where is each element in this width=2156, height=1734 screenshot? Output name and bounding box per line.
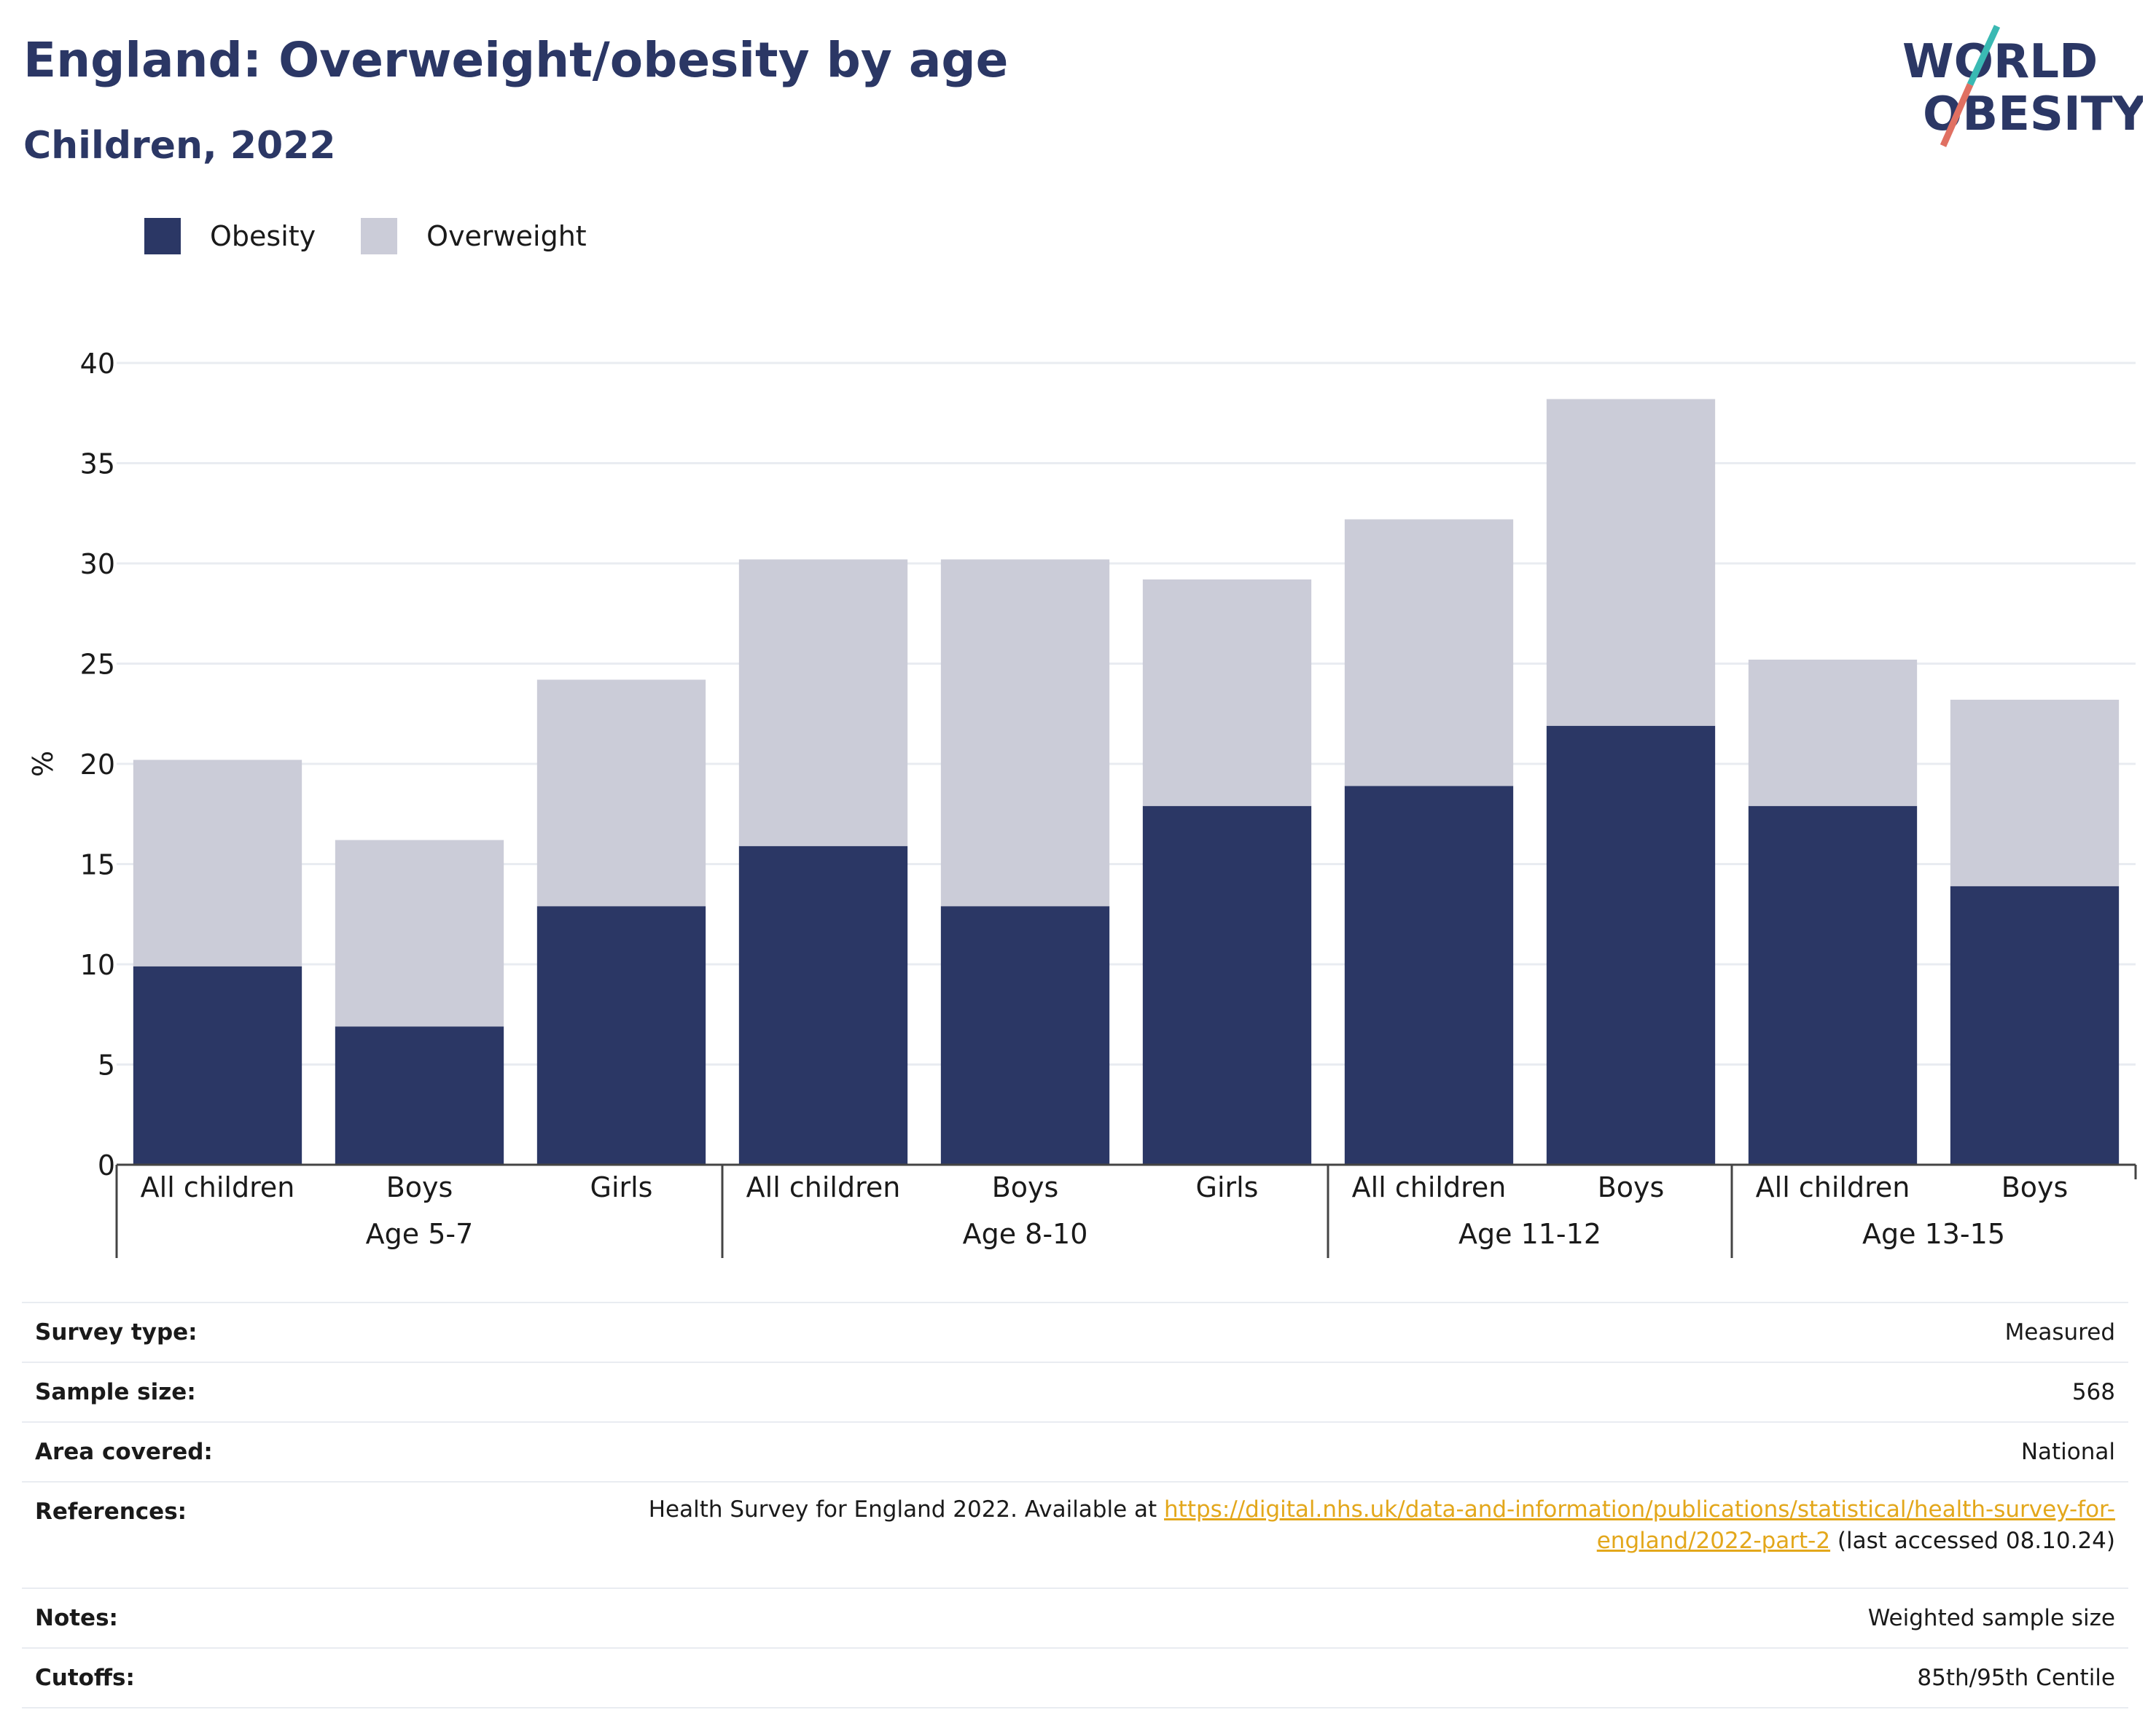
info-value-references: Health Survey for England 2022. Availabl… — [340, 1481, 2128, 1588]
info-label: Survey type: — [22, 1302, 340, 1362]
world-obesity-logo: WORLD OBESITY — [1902, 25, 2143, 147]
x-group-label: Age 13-15 — [1862, 1218, 2005, 1250]
x-group-label: Age 5-7 — [366, 1218, 474, 1250]
bar-obesity — [1748, 805, 1918, 1165]
info-value: National — [340, 1421, 2128, 1482]
stacked-bar-chart: 0 5 10 15 20 25 30 35 40% All children Boys Girls Al… — [27, 348, 2137, 1258]
x-tick-label: All children — [1352, 1171, 1507, 1203]
bar-overweight — [1142, 579, 1312, 806]
bar-overweight — [1546, 399, 1716, 726]
info-row-area-covered: Area covered: National — [22, 1421, 2128, 1482]
chart-title: England: Overweight/obesity by age — [23, 32, 1009, 88]
reference-link-part-2[interactable]: england/2022-part-2 — [1596, 1528, 1831, 1554]
x-tick-label: Boys — [992, 1171, 1059, 1203]
y-tick-label: 30 — [80, 548, 115, 580]
bar-overweight — [1344, 519, 1514, 786]
bar-obesity — [1142, 805, 1312, 1165]
chart-subtitle: Children, 2022 — [23, 124, 336, 168]
x-tick-label: Girls — [1196, 1171, 1259, 1203]
y-tick-label: 25 — [80, 649, 115, 681]
info-label: Sample size: — [22, 1362, 340, 1422]
y-tick-label: 20 — [80, 749, 115, 781]
reference-text: Health Survey for England 2022. Availabl… — [648, 1496, 1165, 1523]
info-value: Weighted sample size — [340, 1587, 2128, 1648]
reference-accessed-text: (last accessed 08.10.24) — [1830, 1528, 2115, 1554]
y-axis-label: % — [27, 751, 59, 777]
bar-overweight — [940, 559, 1110, 907]
y-tick-label: 10 — [80, 949, 115, 981]
legend-label-obesity: Obesity — [210, 220, 316, 252]
legend-item-obesity: Obesity — [144, 218, 316, 254]
bar-obesity — [738, 845, 908, 1165]
info-row-sample-size: Sample size: 568 — [22, 1362, 2128, 1422]
bar-overweight — [536, 679, 706, 907]
x-group-label: Age 8-10 — [963, 1218, 1088, 1250]
info-row-notes: Notes: Weighted sample size — [22, 1587, 2128, 1648]
x-tick-label: Girls — [590, 1171, 653, 1203]
info-value: Measured — [340, 1302, 2128, 1362]
bar-obesity — [1950, 886, 2120, 1165]
bar-obesity — [536, 906, 706, 1165]
info-row-survey-type: Survey type: Measured — [22, 1302, 2128, 1362]
bar-overweight — [335, 840, 504, 1027]
x-tick-label: All children — [141, 1171, 295, 1203]
bar-overweight — [1950, 700, 2120, 886]
reference-link-part-1[interactable]: https://digital.nhs.uk/data-and-informat… — [1164, 1496, 2115, 1523]
y-tick-label: 15 — [80, 849, 115, 881]
bar-obesity — [1546, 725, 1716, 1165]
y-tick-label: 35 — [80, 448, 115, 480]
chart-legend: Obesity Overweight — [144, 216, 632, 257]
legend-swatch-overweight — [361, 218, 398, 254]
info-label: References: — [22, 1481, 340, 1588]
logo-slash-bottom — [1940, 83, 1974, 147]
legend-label-overweight: Overweight — [426, 220, 587, 252]
x-group-label: Age 11-12 — [1458, 1218, 1601, 1250]
bar-obesity — [133, 966, 302, 1165]
bar-obesity — [1344, 786, 1514, 1165]
survey-info-table: Survey type: Measured Sample size: 568 A… — [22, 1302, 2128, 1708]
legend-swatch-obesity — [144, 218, 181, 254]
x-tick-label: Boys — [2001, 1171, 2069, 1203]
x-tick-label: All children — [746, 1171, 901, 1203]
info-row-cutoffs: Cutoffs: 85th/95th Centile — [22, 1647, 2128, 1708]
x-tick-label: Boys — [1598, 1171, 1665, 1203]
info-label: Area covered: — [22, 1421, 340, 1482]
bar-overweight — [1748, 660, 1918, 806]
legend-item-overweight: Overweight — [361, 218, 587, 254]
bar-overweight — [133, 759, 302, 966]
y-tick-label: 0 — [98, 1149, 115, 1182]
info-label: Cutoffs: — [22, 1647, 340, 1708]
bar-obesity — [940, 906, 1110, 1165]
info-value: 568 — [340, 1362, 2128, 1422]
info-value: 85th/95th Centile — [340, 1647, 2128, 1708]
x-tick-label: All children — [1756, 1171, 1910, 1203]
info-row-references: References: Health Survey for England 20… — [22, 1481, 2128, 1588]
bar-obesity — [335, 1026, 504, 1165]
info-label: Notes: — [22, 1587, 340, 1648]
y-tick-label: 40 — [80, 348, 115, 380]
bar-overweight — [738, 559, 908, 846]
y-tick-label: 5 — [98, 1050, 115, 1082]
logo-word-1: WORLD — [1902, 35, 2098, 89]
logo-slash-top — [1966, 25, 2001, 86]
x-tick-label: Boys — [386, 1171, 453, 1203]
